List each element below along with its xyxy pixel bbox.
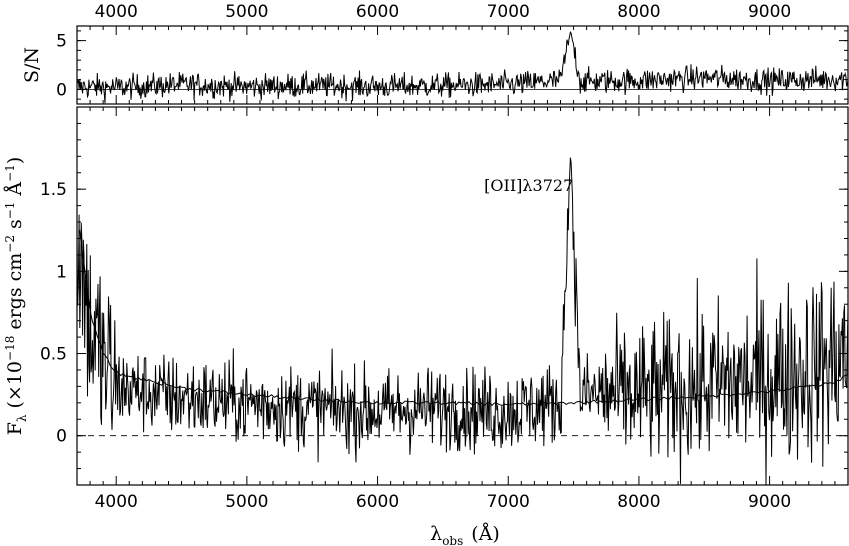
- x-tick-label: 9000: [748, 492, 791, 512]
- x-tick-label: 6000: [356, 492, 399, 512]
- sn-panel-frame: [76, 25, 849, 105]
- y-tick-label: 0.5: [40, 345, 67, 365]
- x-tick-label: 7000: [487, 2, 530, 22]
- y-label-unit-d: Å: [4, 182, 26, 197]
- y-label-unit-b: ergs cm: [4, 253, 26, 330]
- y-label-sub: λ: [15, 414, 29, 422]
- flux-panel-frame: [76, 106, 849, 486]
- x-tick-label: 6000: [356, 2, 399, 22]
- y-tick-label: 0: [56, 427, 67, 447]
- flux-series-line: [76, 157, 849, 486]
- x-tick-label: 4000: [95, 2, 138, 22]
- flux-y-axis-label: Fλ(×10−18ergs cm−2s−1Å−1): [3, 157, 29, 436]
- x-tick-label: 7000: [487, 492, 530, 512]
- y-tick-label: 0: [56, 80, 67, 100]
- top-x-tick-labels: 4000 5000 6000 7000 8000 9000: [95, 2, 792, 22]
- sn-ticks: [76, 26, 849, 104]
- x-label-lambda: λ: [430, 523, 442, 545]
- y-label-unit-a: (×10: [4, 361, 26, 409]
- flux-panel: 4000 5000 6000 7000 8000 9000 0 0.5 1 1.5 [OII]λ…: [3, 106, 849, 546]
- y-label-exp3: −1: [3, 202, 17, 220]
- x-tick-label: 4000: [95, 492, 138, 512]
- x-tick-label: 8000: [617, 2, 660, 22]
- sn-panel: 4000 5000 6000 7000 8000 9000 05 S/N: [21, 2, 849, 105]
- x-label-sub: obs: [442, 534, 463, 546]
- y-tick-label: 1.5: [40, 180, 67, 200]
- y-label-unit-e: ): [4, 157, 26, 164]
- oii-line-annotation: [OII]λ3727: [484, 176, 573, 195]
- x-tick-label: 5000: [225, 2, 268, 22]
- flux-y-tick-labels: 0 0.5 1 1.5: [40, 180, 67, 447]
- y-tick-label: 5: [56, 32, 67, 52]
- flux-x-axis-label: λobs (Å): [430, 523, 500, 546]
- x-label-unit: (Å): [471, 523, 500, 545]
- flux-x-tick-labels: 4000 5000 6000 7000 8000 9000: [95, 492, 792, 512]
- sn-series-line: [76, 30, 849, 104]
- y-label-exp4: −1: [3, 164, 17, 182]
- x-tick-label: 9000: [748, 2, 791, 22]
- flux-ticks: [76, 106, 849, 485]
- y-label-exp1: −18: [3, 336, 17, 361]
- y-label-exp2: −2: [3, 235, 17, 253]
- sn-y-tick-labels: 05: [56, 32, 67, 101]
- y-label-f: F: [4, 422, 26, 435]
- sn-axis-label: S/N: [21, 47, 43, 83]
- y-label-unit-c: s: [4, 219, 26, 229]
- x-tick-label: 5000: [225, 492, 268, 512]
- y-tick-label: 1: [56, 262, 67, 282]
- x-tick-label: 8000: [617, 492, 660, 512]
